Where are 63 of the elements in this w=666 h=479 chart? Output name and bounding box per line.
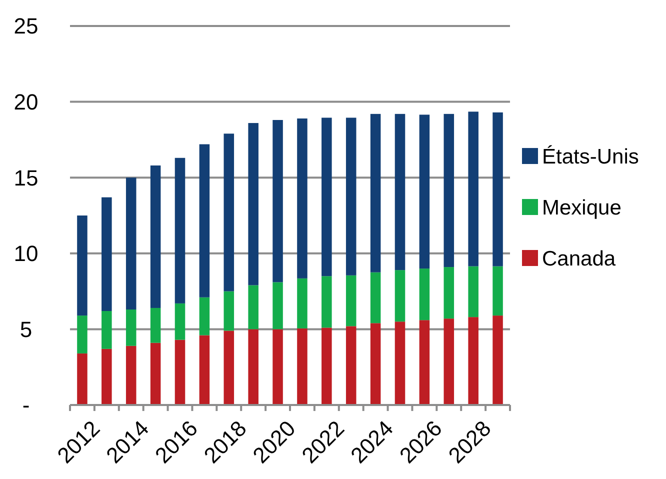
bar (370, 323, 381, 405)
bar (468, 317, 478, 405)
bar (444, 114, 454, 268)
bar (468, 112, 478, 266)
y-tick-label: 15 (14, 165, 38, 190)
bar (419, 114, 430, 269)
bar (126, 309, 136, 346)
bar (394, 270, 406, 322)
y-tick-label: 25 (14, 14, 38, 39)
bar (150, 342, 161, 405)
bar (346, 275, 356, 326)
bar (322, 118, 332, 276)
bar (224, 291, 234, 331)
bar (199, 297, 210, 336)
bar (492, 316, 503, 405)
bar (77, 353, 88, 405)
y-tick-label: 5 (20, 316, 32, 342)
bar (346, 326, 356, 405)
bar (102, 197, 112, 312)
bar (444, 318, 454, 405)
bar (150, 165, 161, 308)
bar (419, 268, 430, 320)
bar (77, 316, 88, 354)
bar (199, 144, 210, 298)
bar (102, 348, 112, 405)
bar (77, 216, 88, 316)
bar (297, 278, 308, 328)
bar (346, 118, 356, 276)
bar (468, 266, 478, 318)
y-tick-label: 20 (14, 90, 38, 114)
bar (150, 308, 161, 343)
bar (492, 266, 503, 316)
bar (224, 330, 234, 405)
bar (297, 328, 308, 405)
bar (370, 114, 381, 272)
bar (370, 272, 381, 324)
bar (224, 134, 234, 292)
bar (322, 276, 332, 328)
bar (174, 158, 186, 304)
bar (394, 114, 406, 270)
bar (174, 340, 186, 405)
legend-label: États-Unis (542, 144, 639, 168)
bar (419, 320, 430, 405)
bar (102, 311, 112, 349)
y-tick-label: - (22, 392, 30, 418)
bar (126, 346, 136, 405)
bar (444, 267, 454, 319)
bar (126, 178, 136, 310)
y-tick-label: 10 (14, 241, 38, 266)
bar (322, 328, 332, 405)
bar (272, 120, 283, 282)
bar (272, 282, 283, 330)
bar (492, 112, 503, 266)
bar (174, 303, 186, 340)
bar (297, 118, 308, 278)
legend-label: Mexique (542, 196, 622, 220)
bar (248, 285, 258, 330)
bar (272, 329, 283, 405)
bar (248, 123, 258, 286)
bar (199, 335, 210, 405)
legend-label: Canada (542, 247, 616, 270)
bar (394, 322, 406, 405)
bar (248, 329, 258, 405)
